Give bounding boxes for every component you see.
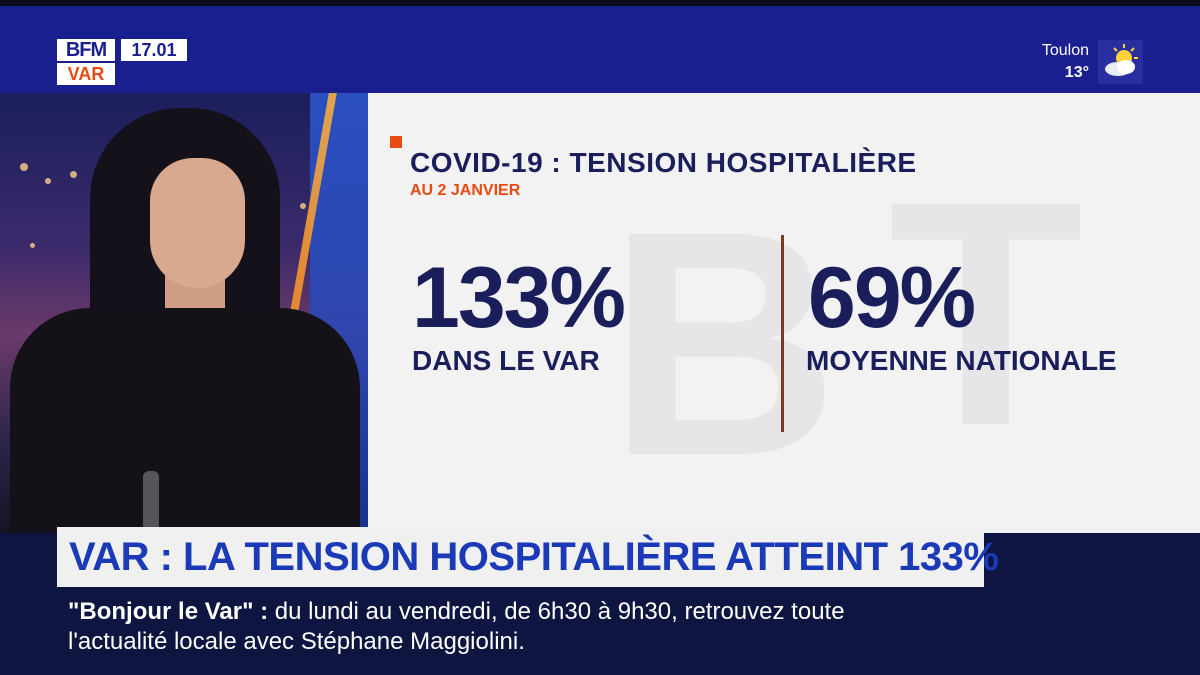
ticker-label: "Bonjour le Var" : [68, 598, 269, 625]
stat-national-value: 69% [808, 250, 976, 346]
stat-var-label: DANS LE VAR [412, 345, 600, 376]
info-graphic: B T [368, 93, 1200, 533]
top-border [0, 0, 1200, 6]
stat-national-label: MOYENNE NATIONALE [806, 345, 1117, 376]
graphic-title: COVID-19 : TENSION HOSPITALIÈRE [410, 147, 917, 178]
ticker-line-2: l'actualité locale avec Stéphane Maggiol… [68, 628, 525, 655]
headline-banner: VAR : LA TENSION HOSPITALIÈRE ATTEINT 13… [57, 527, 999, 587]
studio-light [30, 243, 35, 248]
top-bar [0, 0, 1200, 93]
ticker-text-1: du lundi au vendredi, de 6h30 à 9h30, re… [274, 598, 845, 625]
weather-temperature: 13° [1064, 64, 1089, 81]
studio-light [300, 203, 306, 209]
presenter-face [150, 158, 245, 288]
studio-light [45, 178, 51, 184]
studio-light [70, 171, 77, 178]
studio-light [20, 163, 28, 171]
news-ticker [0, 587, 1200, 675]
weather-city: Toulon [1041, 42, 1089, 59]
stat-divider [781, 235, 784, 432]
presenter-video [0, 93, 368, 533]
channel-logo-region: VAR [57, 63, 115, 85]
accent-square [390, 136, 402, 148]
background-watermark: T [888, 134, 1084, 492]
stat-var-value: 133% [412, 250, 626, 346]
ticker-line-1: "Bonjour le Var" : du lundi au vendredi,… [68, 597, 845, 627]
presenter-body [10, 308, 360, 533]
microphone [143, 471, 159, 531]
channel-logo: BFM [57, 39, 115, 61]
clock: 17.01 [121, 39, 187, 61]
headline-text: VAR : LA TENSION HOSPITALIÈRE ATTEINT 13… [69, 535, 999, 579]
sun-cloud-icon [1098, 40, 1143, 84]
graphic-subtitle: AU 2 JANVIER [410, 182, 521, 199]
background-watermark: B [608, 164, 840, 522]
